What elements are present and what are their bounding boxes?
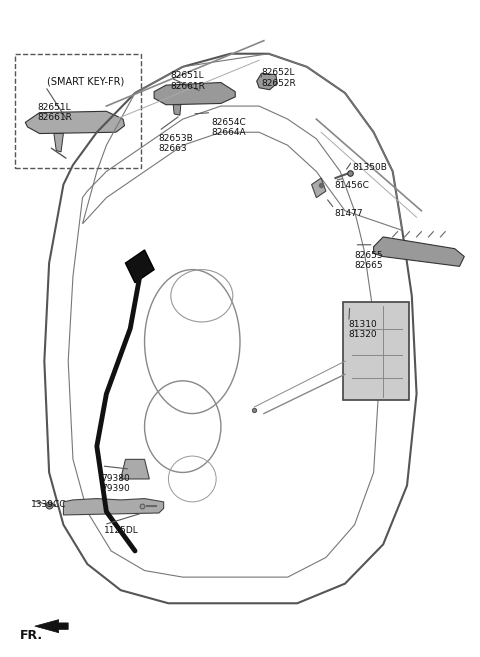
Text: FR.: FR. bbox=[20, 629, 43, 643]
Polygon shape bbox=[312, 178, 326, 198]
Text: 79380
79390: 79380 79390 bbox=[102, 474, 131, 493]
Polygon shape bbox=[63, 499, 164, 515]
Text: 82651L
82661R: 82651L 82661R bbox=[171, 72, 205, 91]
Text: (SMART KEY-FR): (SMART KEY-FR) bbox=[47, 77, 124, 87]
FancyBboxPatch shape bbox=[343, 302, 409, 401]
Polygon shape bbox=[257, 74, 277, 90]
Polygon shape bbox=[54, 133, 63, 152]
Polygon shape bbox=[125, 250, 154, 283]
Polygon shape bbox=[25, 111, 124, 133]
Text: 1339CC: 1339CC bbox=[31, 500, 66, 509]
Text: 81310
81320: 81310 81320 bbox=[349, 320, 378, 340]
Text: 82652L
82652R: 82652L 82652R bbox=[262, 68, 296, 87]
Text: 1125DL: 1125DL bbox=[104, 526, 139, 535]
Polygon shape bbox=[154, 83, 235, 104]
Polygon shape bbox=[173, 104, 181, 115]
Text: 82651L
82661R: 82651L 82661R bbox=[37, 102, 72, 122]
Polygon shape bbox=[373, 237, 464, 266]
Text: 82653B
82663: 82653B 82663 bbox=[159, 133, 193, 153]
Text: 81456C: 81456C bbox=[335, 181, 370, 190]
Polygon shape bbox=[120, 459, 149, 479]
Text: 82654C
82664A: 82654C 82664A bbox=[211, 118, 246, 137]
Text: 81350B: 81350B bbox=[352, 163, 387, 172]
Text: 81477: 81477 bbox=[335, 209, 363, 217]
Polygon shape bbox=[35, 620, 68, 633]
Text: 82655
82665: 82655 82665 bbox=[355, 251, 383, 270]
